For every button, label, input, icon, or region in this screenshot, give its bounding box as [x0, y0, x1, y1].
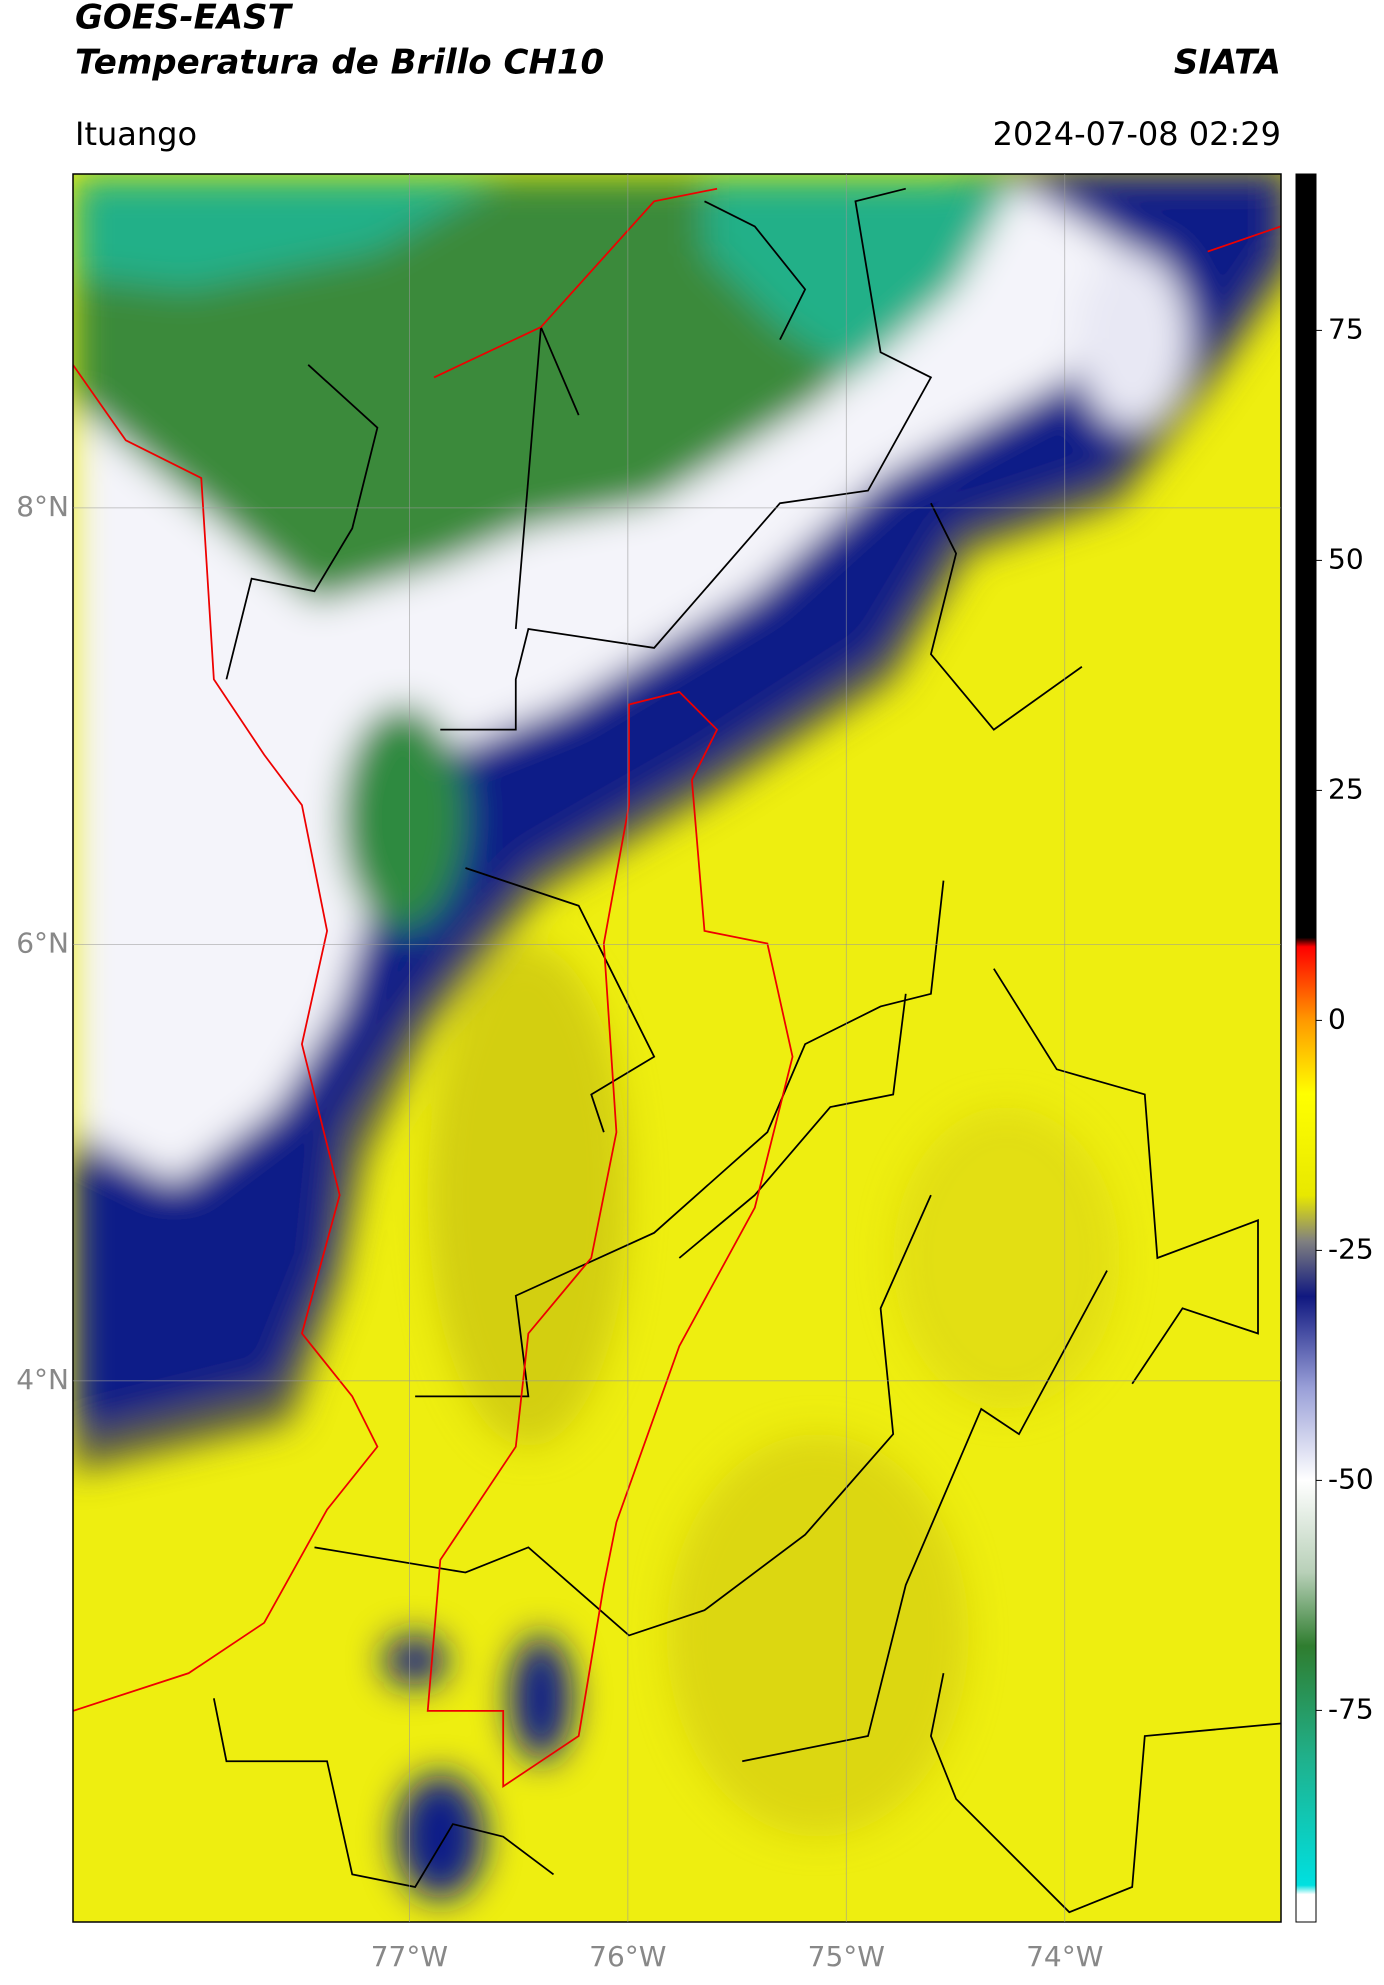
lon-tick-label: 77°W [371, 1940, 448, 1973]
title: GOES-EAST [75, 0, 294, 38]
borders [73, 187, 1281, 1914]
lat-tick-label: 8°N [16, 490, 69, 523]
brand: SIATA [1174, 43, 1281, 83]
lon-tick-label: 76°W [589, 1940, 666, 1973]
colorbar-tick-label: -75 [1328, 1692, 1374, 1725]
datetime: 2024-07-08 02:29 [993, 115, 1281, 153]
location: Ituango [75, 115, 197, 153]
colorbar-tick-label: 50 [1328, 542, 1364, 575]
satellite-image [73, 174, 1281, 1922]
lon-tick-label: 75°W [808, 1940, 885, 1973]
colorbar-tick-label: -50 [1328, 1462, 1374, 1495]
lon-tick-label: 74°W [1026, 1940, 1103, 1973]
colorbar-tick-label: 75 [1328, 312, 1364, 345]
lat-tick-label: 6°N [16, 926, 69, 959]
colorbar [1295, 173, 1317, 1923]
colorbar-tick-label: 25 [1328, 772, 1364, 805]
graticule: 8°N 6°N 4°N 77°W 76°W 75°W 74°W [16, 174, 1281, 1973]
subtitle: Temperatura de Brillo CH10 [75, 43, 604, 83]
colorbar-ticks: 75 50 25 0 -25 -50 -75 [1316, 312, 1374, 1725]
lat-tick-label: 4°N [16, 1363, 69, 1396]
colorbar-tick-label: 0 [1328, 1002, 1346, 1035]
colorbar-tick-label: -25 [1328, 1232, 1374, 1265]
map-frame [72, 173, 1282, 1923]
